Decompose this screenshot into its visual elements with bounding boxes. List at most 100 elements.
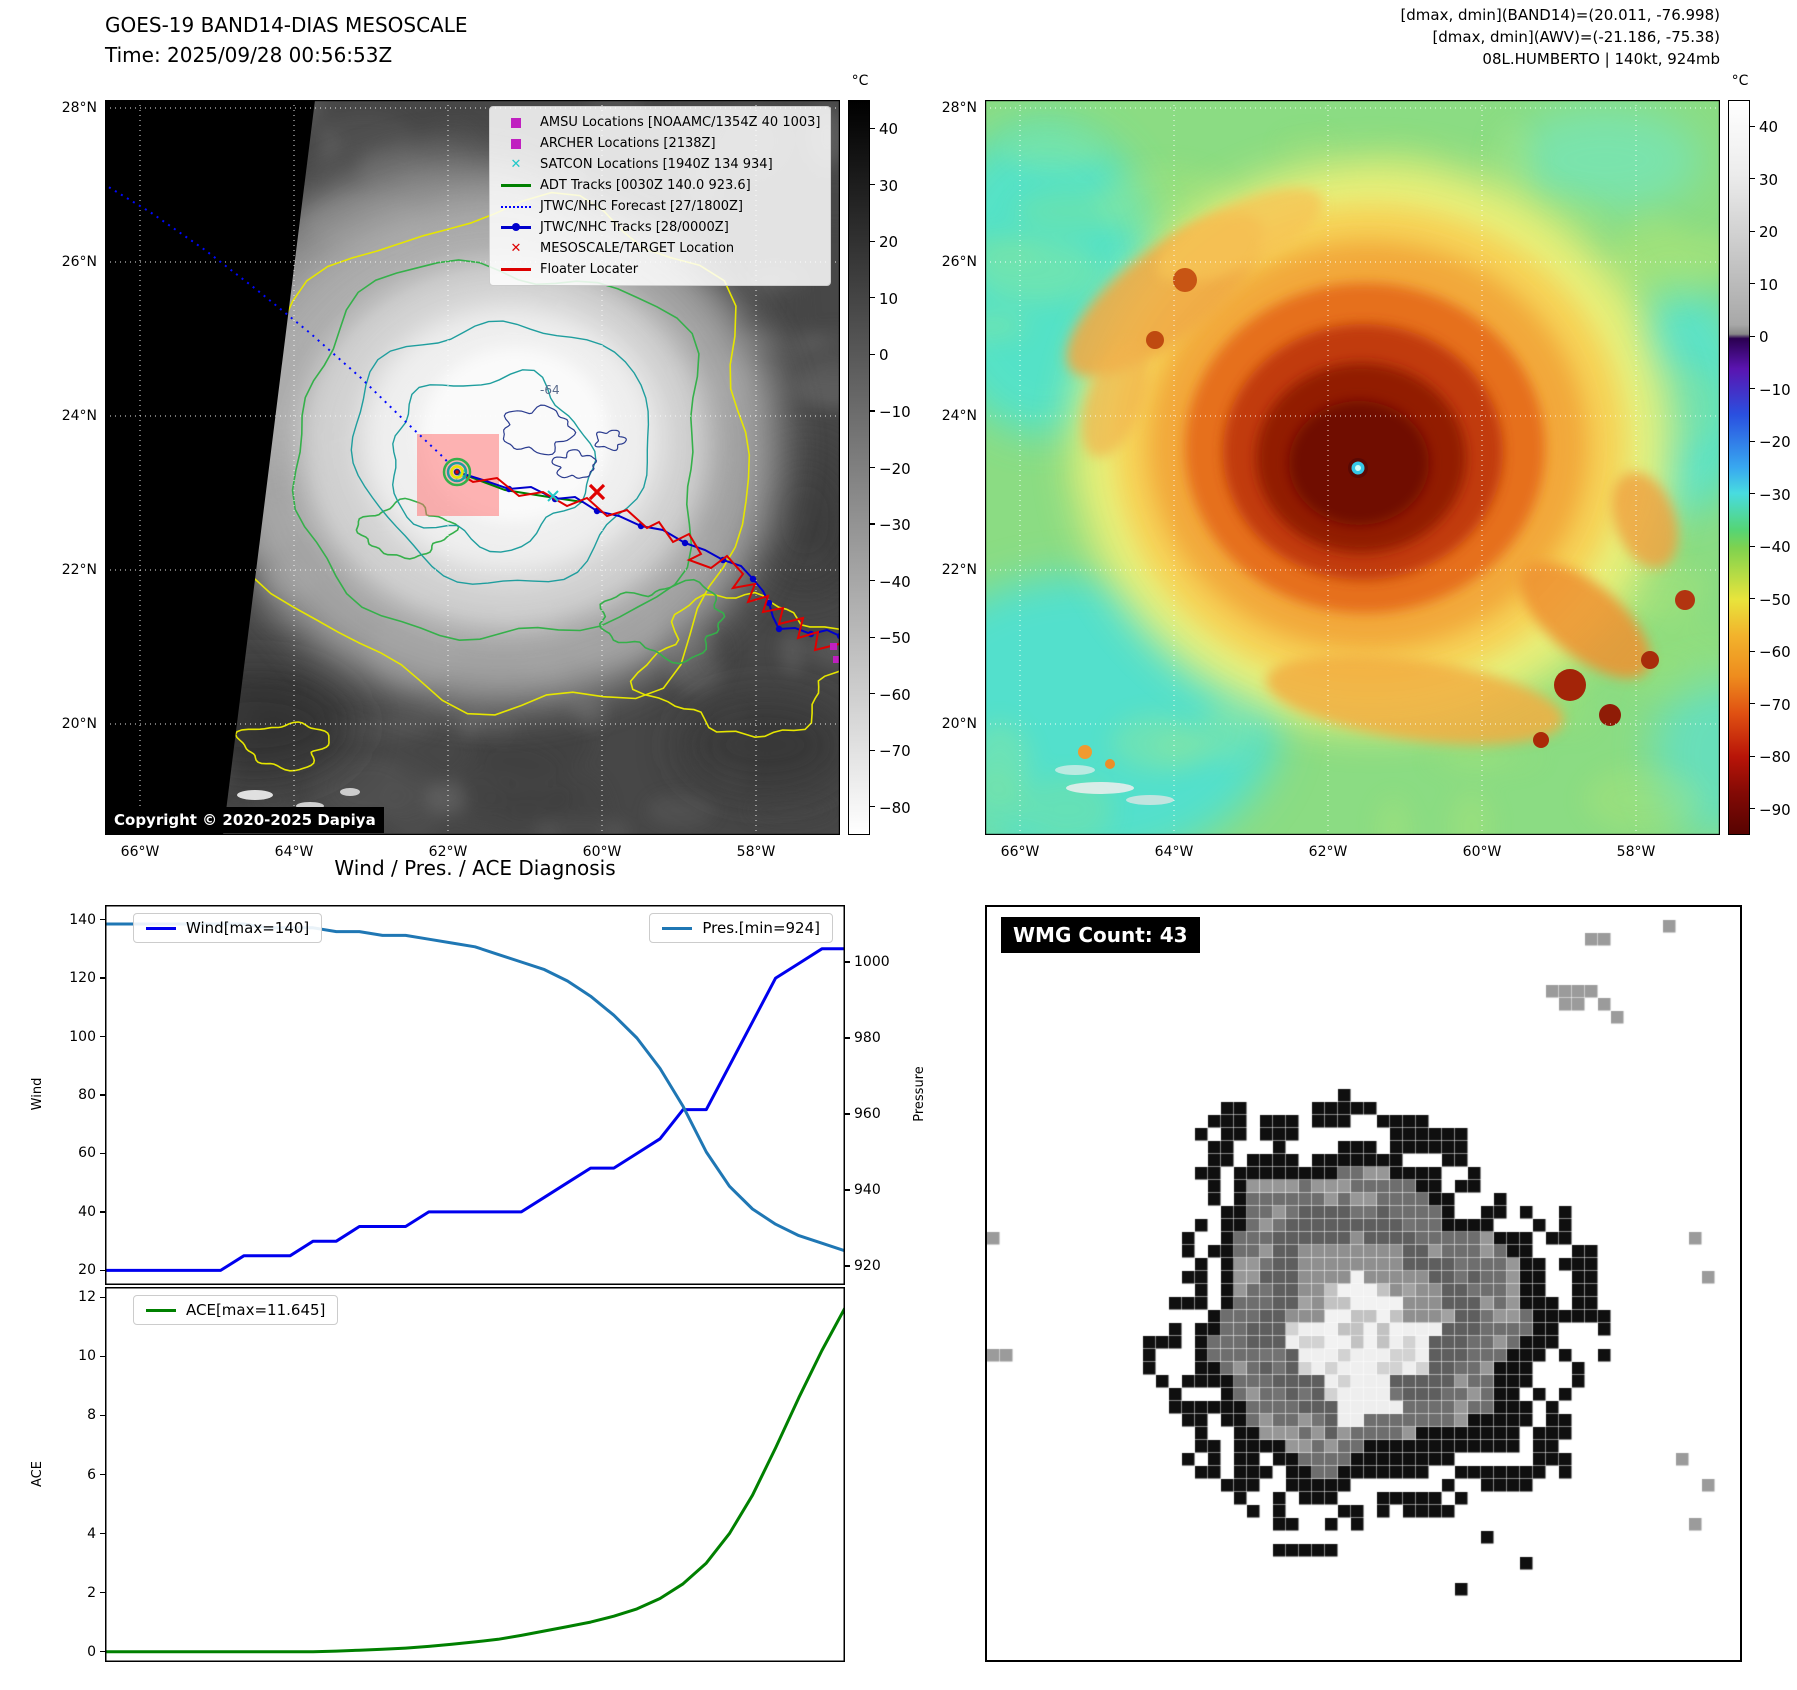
lat-tick-label: 24°N (61, 408, 97, 424)
lon-tick-label: 64°W (274, 844, 314, 860)
lat-tick-label: 20°N (941, 716, 977, 732)
colorbar-tick (870, 523, 875, 525)
colorbar (1728, 100, 1750, 835)
colorbar-tick (1750, 703, 1755, 705)
legend-line-swatch (662, 926, 693, 930)
lat-tick-label: 24°N (941, 408, 977, 424)
legend-item: Floater Locater (500, 261, 820, 278)
ace-axis-tick-label: 12 (78, 1289, 96, 1306)
colorbar-tick-label: −60 (1759, 643, 1791, 662)
pressure-axis-tick (845, 961, 850, 963)
awv-header-line: [dmax, dmin](BAND14)=(20.011, -76.998) (1400, 6, 1720, 24)
wind-pressure-chart (105, 905, 845, 1285)
floater-track-line (456, 471, 840, 652)
lat-tick-label: 28°N (61, 100, 97, 116)
ace-axis-tick (100, 1592, 105, 1594)
colorbar-tick-label: 20 (1759, 223, 1779, 242)
colorbar-tick-label: −50 (1759, 590, 1791, 609)
colorbar-tick-label: −30 (879, 516, 911, 535)
colorbar (848, 100, 870, 835)
colorbar-tick-label: 10 (1759, 275, 1779, 294)
amsu-marker (830, 643, 837, 650)
wind-axis-tick (100, 1094, 105, 1096)
colorbar-tick-label: −70 (879, 742, 911, 761)
legend-item: ✕ MESOSCALE/TARGET Location (500, 240, 820, 257)
awv-satellite-map (985, 100, 1720, 835)
colorbar-tick (870, 410, 875, 412)
satcon-x-marker (547, 490, 559, 502)
ace-chart (105, 1287, 845, 1662)
wmg-pixel-image (987, 907, 1740, 1660)
colorbar-tick (870, 636, 875, 638)
ace-axis-tick (100, 1414, 105, 1417)
legend-item-label: SATCON Locations [1940Z 134 934] (540, 157, 773, 172)
wind-axis-tick-label: 80 (78, 1087, 96, 1103)
colorbar-tick (1750, 335, 1755, 337)
contour-label: -64 (540, 383, 560, 397)
series-line (105, 922, 845, 1253)
dot-marker-icon (512, 223, 520, 232)
wind-axis-tick (100, 1211, 105, 1213)
ace-axis-tick (100, 1296, 105, 1298)
lon-tick-label: 64°W (1154, 844, 1194, 860)
pressure-axis-tick (845, 1113, 850, 1115)
line-marker-icon (500, 268, 532, 271)
colorbar-tick (1750, 598, 1755, 600)
colorbar-tick (870, 127, 875, 129)
colorbar-tick-label: −70 (1759, 695, 1791, 714)
colorbar-tick-label: 30 (879, 176, 899, 195)
wind-axis-tick (100, 1152, 105, 1155)
colorbar-tick-label: −80 (1759, 748, 1791, 767)
legend-item: AMSU Locations [NOAAMC/1354Z 40 1003] (500, 114, 820, 131)
lat-tick-label: 26°N (61, 254, 97, 270)
colorbar-tick-label: 40 (879, 120, 899, 139)
pressure-axis-tick (845, 1265, 850, 1267)
pressure-axis-tick-label: 1000 (854, 954, 890, 970)
copyright-label: Copyright © 2020-2025 Dapiya (106, 807, 384, 833)
lon-tick-label: 62°W (1308, 844, 1348, 860)
colorbar-tick (1750, 125, 1755, 127)
legend-line-swatch (146, 1308, 176, 1312)
legend-label: Wind[max=140] (186, 919, 310, 937)
colorbar-tick-label: −20 (879, 459, 911, 478)
lon-tick-label: 58°W (736, 844, 776, 860)
lat-tick-label: 26°N (941, 254, 977, 270)
wind-axis-tick (100, 919, 105, 921)
chart-legend: ACE[max=11.645] (133, 1295, 339, 1325)
ace-axis-tick-label: 0 (87, 1643, 96, 1660)
pressure-axis-tick (845, 1189, 850, 1191)
pressure-axis-title: Pressure (912, 1066, 927, 1122)
lat-tick-label: 22°N (941, 562, 977, 578)
colorbar-tick-label: −60 (879, 685, 911, 704)
wind-axis-tick-label: 100 (69, 1028, 96, 1045)
legend-item-label: MESOSCALE/TARGET Location (540, 241, 735, 256)
awv-storm-eye (1348, 458, 1368, 478)
wind-axis-tick-label: 60 (78, 1145, 96, 1162)
legend-item: ARCHER Locations [2138Z] (500, 135, 820, 152)
colorbar-tick (870, 466, 875, 469)
x-marker-icon: ✕ (510, 157, 522, 172)
colorbar-tick (1750, 808, 1755, 810)
colorbar-tick (870, 297, 875, 299)
chart-legend: Wind[max=140] (133, 913, 323, 943)
band14-colorbar-unit: °C (851, 73, 869, 89)
colorbar-tick-label: −80 (879, 798, 911, 817)
pressure-axis-tick-label: 980 (854, 1030, 881, 1046)
colorbar-tick-label: 0 (879, 346, 889, 365)
colorbar-tick-label: 0 (1759, 328, 1769, 347)
legend-label: ACE[max=11.645] (186, 1301, 326, 1319)
legend-item-label: AMSU Locations [NOAAMC/1354Z 40 1003] (540, 115, 821, 130)
legend-item-label: ARCHER Locations [2138Z] (540, 136, 716, 151)
legend-item: JTWC/NHC Tracks [28/0000Z] (500, 219, 820, 236)
colorbar-tick (1750, 283, 1755, 285)
band14-title: GOES-19 BAND14-DIAS MESOSCALE (105, 13, 468, 37)
wind-axis-tick (100, 1035, 105, 1038)
chart-legend: Pres.[min=924] (649, 913, 833, 943)
legend-item-label: Floater Locater (540, 262, 639, 277)
colorbar-tick-label: −10 (1759, 380, 1791, 399)
colorbar-tick-label: 30 (1759, 170, 1779, 189)
wind-axis-tick-label: 40 (78, 1203, 96, 1220)
colorbar-tick (1750, 230, 1755, 232)
pressure-axis-tick-label: 920 (854, 1258, 881, 1274)
lat-tick-label: 20°N (61, 716, 97, 732)
